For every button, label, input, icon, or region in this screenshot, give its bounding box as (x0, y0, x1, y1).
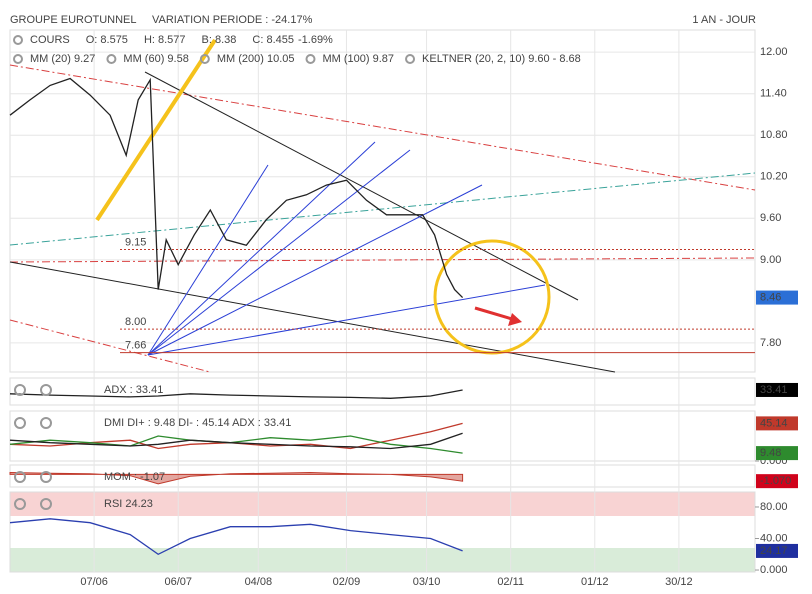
dmi-panel (9, 410, 756, 462)
x-tick-label: 02/11 (497, 576, 524, 588)
y-tick-label: 80.00 (760, 501, 788, 513)
panel-icon (40, 471, 52, 483)
panel-title: MOM : -1.07 (104, 471, 165, 483)
level-label: 7.66 (125, 340, 146, 352)
x-tick-label: 02/09 (333, 576, 361, 588)
settings-icon (13, 54, 23, 64)
end-label: 24.17 (760, 545, 788, 557)
mark-layer (9, 77, 755, 556)
settings-icon (106, 54, 117, 64)
main-panel (9, 29, 756, 373)
end-label-box (756, 543, 798, 558)
x-tick-label: 03/10 (413, 576, 441, 588)
end-label-box (756, 382, 798, 397)
panel-icon (40, 417, 52, 429)
panel-title: RSI 24.23 (104, 498, 153, 510)
trend-lines (9, 38, 756, 373)
settings-icon (305, 54, 316, 64)
line (9, 77, 464, 299)
end-label-box (756, 290, 798, 305)
adx-panel (9, 377, 756, 406)
y-tick-label: 0.000 (760, 564, 788, 576)
chart-title: GROUPE EUROTUNNEL (10, 14, 137, 26)
fan-line (147, 164, 269, 356)
arrow (474, 306, 513, 321)
x-tick-label: 06/07 (164, 576, 192, 588)
indicator-legend: MM (60) 9.58 (123, 53, 188, 65)
y-tick-label: 10.80 (760, 129, 788, 141)
end-label-box (756, 416, 798, 431)
fan-line (147, 149, 411, 356)
line (9, 389, 463, 399)
end-label: -1.070 (760, 475, 791, 487)
quote-item: H: 8.577 (144, 34, 186, 46)
line (9, 518, 463, 556)
y-tick-label: 7.80 (760, 337, 781, 349)
x-tick-label: 30/12 (665, 576, 693, 588)
level-label: 9.15 (125, 236, 146, 248)
text-layer: COURS O: 8.575 H: 8.577 B: 8.38 C: 8.455 -1.6… (13, 34, 798, 588)
fan-line (147, 184, 483, 356)
rsi-overbought-zone (10, 492, 755, 516)
fan-line (147, 141, 376, 356)
panel-icon (40, 384, 52, 396)
x-tick-label: 04/08 (245, 576, 273, 588)
settings-icon (405, 54, 416, 64)
end-label: 9.48 (760, 447, 781, 459)
trend-line (144, 71, 579, 301)
panel-icon (14, 471, 26, 483)
arrow-head (508, 313, 522, 326)
y-tick-label: 9.60 (760, 212, 781, 224)
rsi-oversold-zone (10, 548, 755, 572)
trend-line (9, 64, 756, 191)
end-label: 33.41 (760, 384, 788, 396)
trend-line (9, 172, 756, 246)
y-tick-label: 11.40 (760, 88, 787, 100)
y-tick-label: 9.00 (760, 254, 781, 266)
trend-line (9, 257, 756, 263)
end-label: 45.14 (760, 417, 788, 429)
x-tick-label: 01/12 (581, 576, 609, 588)
quote-item: COURS (30, 34, 70, 46)
indicator-legend: MM (20) 9.27 (30, 53, 95, 65)
level-label: 8.00 (125, 316, 146, 328)
panel-icon (40, 498, 52, 510)
trend-line (9, 319, 211, 373)
quote-item: O: 8.575 (86, 34, 128, 46)
settings-icon (13, 35, 23, 45)
end-label-box (756, 474, 798, 489)
area (9, 471, 464, 485)
fan-line (147, 284, 546, 356)
indicator-legend: MM (100) 9.87 (323, 53, 395, 65)
panel-icon (14, 384, 26, 396)
quote-item: -1.69% (298, 34, 333, 46)
x-tick-label: 07/06 (80, 576, 108, 588)
panel-icon (14, 417, 26, 429)
rsi-panel (9, 491, 756, 573)
end-label-box (756, 446, 798, 461)
y-tick-label: 10.20 (760, 171, 788, 183)
trend-line (9, 261, 616, 373)
line (9, 432, 463, 450)
quote-item: B: 8.38 (202, 34, 237, 46)
end-label: 8.46 (760, 291, 781, 303)
y-tick-label: 40.00 (760, 532, 788, 544)
quote-item: C: 8.455 (252, 34, 294, 46)
subtitle: VARIATION PERIODE : -24.17% (152, 14, 313, 26)
settings-icon (199, 54, 210, 64)
panel-title: DMI DI+ : 9.48 DI- : 45.14 ADX : 33.41 (104, 417, 291, 429)
panel-title: ADX : 33.41 (104, 384, 163, 396)
panel-icon (14, 498, 26, 510)
mom-panel (9, 464, 756, 488)
highlight-line (95, 38, 217, 222)
y-tick-label: 12.00 (760, 46, 788, 58)
indicator-legend: MM (200) 10.05 (217, 53, 295, 65)
indicator-legend: KELTNER (20, 2, 10) 9.60 - 8.68 (422, 53, 581, 65)
period: 1 AN - JOUR (692, 14, 756, 26)
